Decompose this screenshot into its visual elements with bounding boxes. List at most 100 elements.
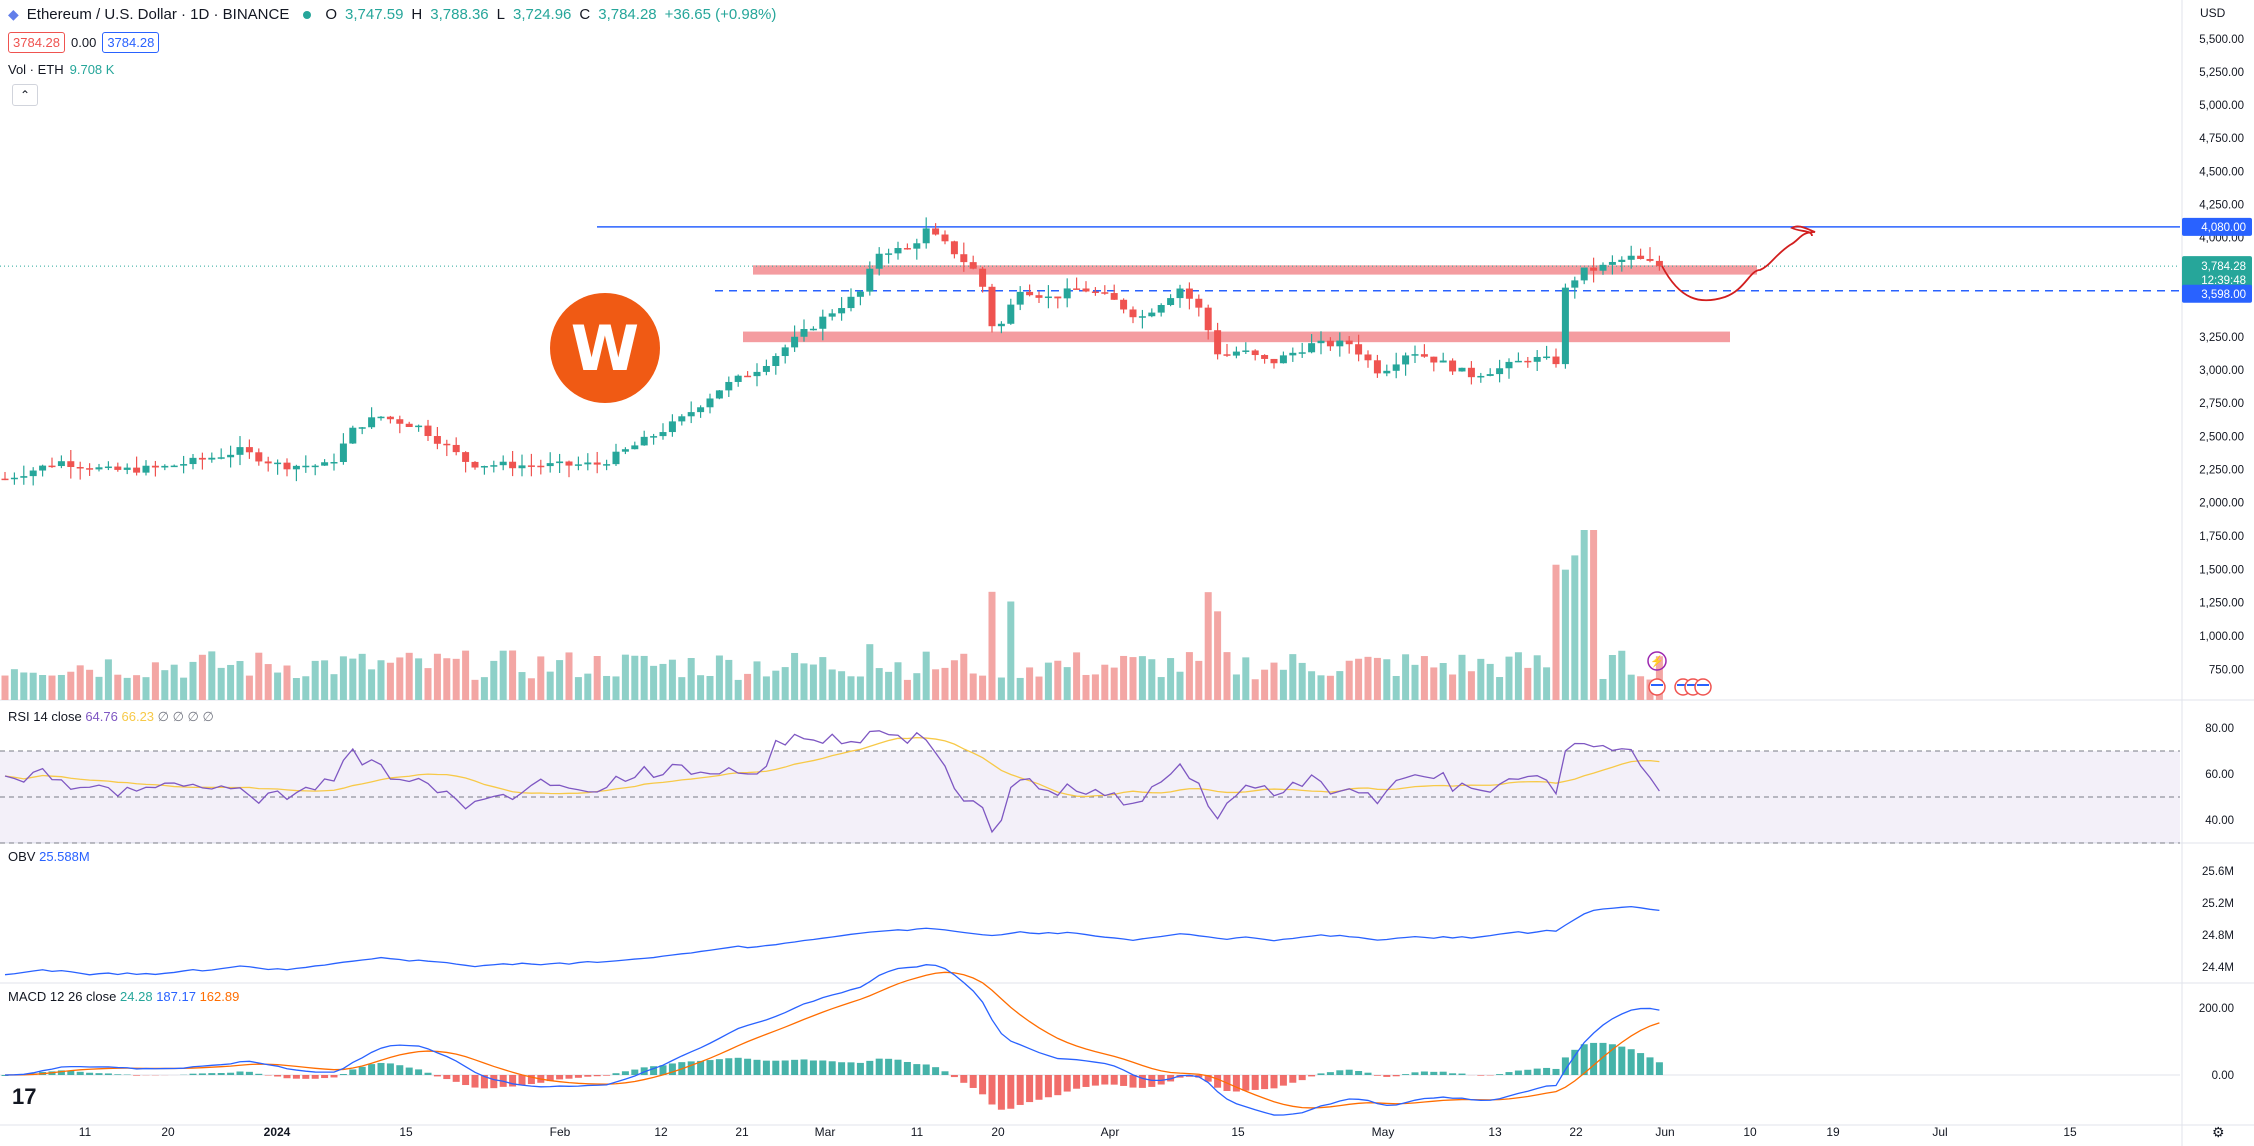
candle-body	[1467, 367, 1475, 378]
rsi-legend[interactable]: RSI 14 close 64.76 66.23 ∅ ∅ ∅ ∅	[8, 709, 214, 725]
candle-body	[292, 465, 300, 470]
macd-histogram-bar	[386, 1063, 394, 1075]
volume-bar	[668, 659, 676, 700]
candle-body	[687, 412, 695, 417]
macd-histogram-bar	[856, 1062, 864, 1075]
candle-body	[1, 478, 9, 481]
candle-body	[593, 462, 601, 465]
price-tick: 5,000.00	[2199, 100, 2244, 112]
candle-body	[114, 466, 122, 470]
candle-body	[1514, 360, 1522, 363]
macd-histogram-bar	[1524, 1069, 1532, 1075]
volume-bar	[1402, 654, 1410, 700]
obv-legend[interactable]: OBV 25.588M	[8, 849, 90, 864]
volume-bar	[1420, 656, 1428, 700]
macd-histogram-bar	[274, 1075, 282, 1077]
candle-body	[1035, 295, 1043, 298]
volume-bar	[1477, 658, 1485, 700]
candle-body	[76, 467, 84, 469]
candle-body	[744, 375, 752, 378]
time-tick: Jun	[1655, 1125, 1674, 1139]
support-tag-bg	[2182, 284, 2252, 303]
macd-histogram-bar	[1571, 1049, 1579, 1075]
candle-body	[245, 447, 253, 453]
macd-histogram-bar	[603, 1075, 611, 1076]
macd-histogram-bar	[1073, 1075, 1081, 1089]
chevron-up-icon[interactable]: ⌃	[12, 84, 38, 106]
candle-body	[462, 452, 470, 462]
close-label: C	[579, 6, 591, 23]
volume-bar	[1251, 679, 1259, 700]
volume-legend[interactable]: Vol · ETH 9.708 K	[8, 62, 114, 77]
macd-histogram-bar	[1082, 1075, 1090, 1087]
volume-bar	[640, 655, 648, 700]
volume-bar	[1430, 667, 1438, 700]
macd-histogram-bar	[791, 1059, 799, 1075]
volume-bar	[800, 663, 808, 700]
volume-bar	[48, 675, 56, 700]
volume-bar	[706, 675, 714, 700]
volume-bar	[10, 669, 18, 700]
macd-histogram-bar	[734, 1057, 742, 1075]
macd-histogram-bar	[838, 1062, 846, 1075]
macd-histogram-bar	[659, 1065, 667, 1075]
rsi-tick: 40.00	[2205, 815, 2234, 827]
macd-histogram-bar	[424, 1072, 432, 1075]
volume-bar	[123, 677, 131, 700]
buy-button[interactable]: 3784.28	[102, 32, 160, 53]
rsi-tick: 60.00	[2205, 769, 2234, 781]
volume-bar	[471, 679, 479, 700]
market-status-icon	[303, 10, 312, 19]
volume-bar	[358, 653, 366, 700]
volume-bar	[1148, 659, 1156, 700]
candle-body	[612, 451, 620, 465]
symbol-title[interactable]: Ethereum / U.S. Dollar · 1D · BINANCE	[26, 6, 290, 23]
volume-bar	[424, 668, 432, 700]
volume-bar	[1101, 664, 1109, 700]
volume-bar	[744, 673, 752, 700]
volume-bar	[997, 677, 1005, 700]
candle-body	[697, 407, 705, 413]
watermark-logo-glyph: W	[571, 312, 639, 385]
candle-body	[932, 228, 940, 235]
candle-body	[1458, 367, 1466, 372]
macd-histogram-bar	[283, 1075, 291, 1079]
macd-histogram-bar	[443, 1075, 451, 1080]
candle-body	[1214, 330, 1222, 355]
macd-histogram-bar	[800, 1059, 808, 1075]
volume-bar	[151, 662, 159, 700]
volume-bar	[847, 676, 855, 700]
macd-histogram-bar	[565, 1075, 573, 1079]
macd-histogram-bar	[1580, 1044, 1588, 1075]
currency-label[interactable]: USD	[2200, 6, 2226, 20]
candle-body	[471, 461, 479, 468]
volume-bar	[1561, 569, 1569, 700]
macd-histogram-bar	[1007, 1075, 1015, 1109]
candle-body	[1007, 304, 1015, 324]
macd-histogram-bar	[311, 1075, 319, 1079]
candle-body	[537, 465, 545, 468]
volume-bar	[697, 675, 705, 700]
macd-tick: 0.00	[2212, 1070, 2234, 1082]
candle-body	[1289, 352, 1297, 356]
macd-histogram-bar	[1364, 1072, 1372, 1075]
volume-bar	[621, 654, 629, 700]
macd-histogram-bar	[1543, 1067, 1551, 1075]
volume-bar	[762, 676, 770, 700]
macd-histogram-bar	[960, 1075, 968, 1083]
volume-bar	[1073, 652, 1081, 700]
candle-body	[39, 465, 47, 471]
volume-bar	[1458, 654, 1466, 700]
volume-bar	[443, 658, 451, 700]
macd-legend[interactable]: MACD 12 26 close 24.28 187.17 162.89	[8, 989, 239, 1004]
candle-body	[95, 467, 103, 470]
macd-histogram-bar	[687, 1061, 695, 1075]
us-flag-icon	[1648, 678, 1666, 696]
volume-bar	[1439, 663, 1447, 700]
settings-gear-icon[interactable]: ⚙	[2212, 1124, 2225, 1140]
candle-body	[198, 457, 206, 460]
tradingview-logo-icon[interactable]: 17	[12, 1084, 37, 1109]
sell-button[interactable]: 3784.28	[8, 32, 65, 53]
volume-bar	[1063, 667, 1071, 700]
